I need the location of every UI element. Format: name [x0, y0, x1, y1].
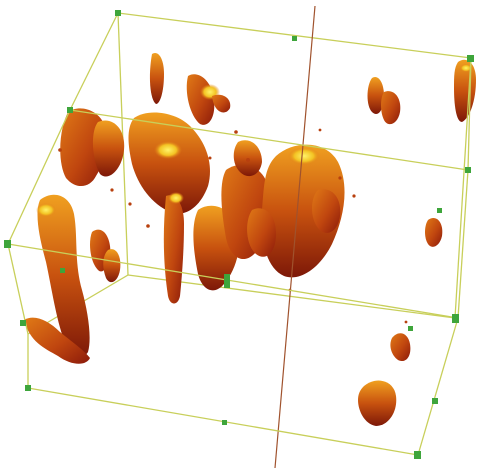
bounding-box-handles[interactable] — [4, 10, 474, 459]
bounding-box-front-edges — [7, 57, 472, 456]
volume-structures — [24, 52, 476, 426]
handle-right-mid[interactable] — [437, 208, 442, 213]
handle-bottom-left[interactable] — [25, 385, 31, 391]
handle-lower-right[interactable] — [432, 398, 438, 404]
lower-right-structures — [358, 333, 411, 426]
vertical-axis-line — [274, 5, 316, 469]
handle-left-mid-back[interactable] — [60, 268, 65, 273]
central-structure-cluster — [128, 52, 271, 304]
handle-top-back-mid[interactable] — [292, 36, 297, 41]
handle-bottom-right[interactable] — [414, 451, 421, 459]
handle-mid-center[interactable] — [224, 274, 230, 288]
handle-top-front-right[interactable] — [465, 167, 471, 173]
scattered-particles — [58, 128, 408, 324]
handle-top-back-right[interactable] — [467, 55, 474, 62]
handle-bottom-mid[interactable] — [222, 420, 227, 425]
handle-top-back-left[interactable] — [115, 10, 121, 16]
handle-mid-right[interactable] — [452, 314, 459, 323]
handle-lower-left[interactable] — [20, 320, 26, 326]
upper-right-structures — [367, 59, 476, 247]
right-center-structure — [247, 144, 345, 278]
handle-top-front-left[interactable] — [67, 107, 73, 113]
handle-lower-mid-right[interactable] — [408, 326, 413, 331]
handle-mid-left[interactable] — [4, 240, 11, 248]
left-structure-cluster — [24, 108, 125, 364]
